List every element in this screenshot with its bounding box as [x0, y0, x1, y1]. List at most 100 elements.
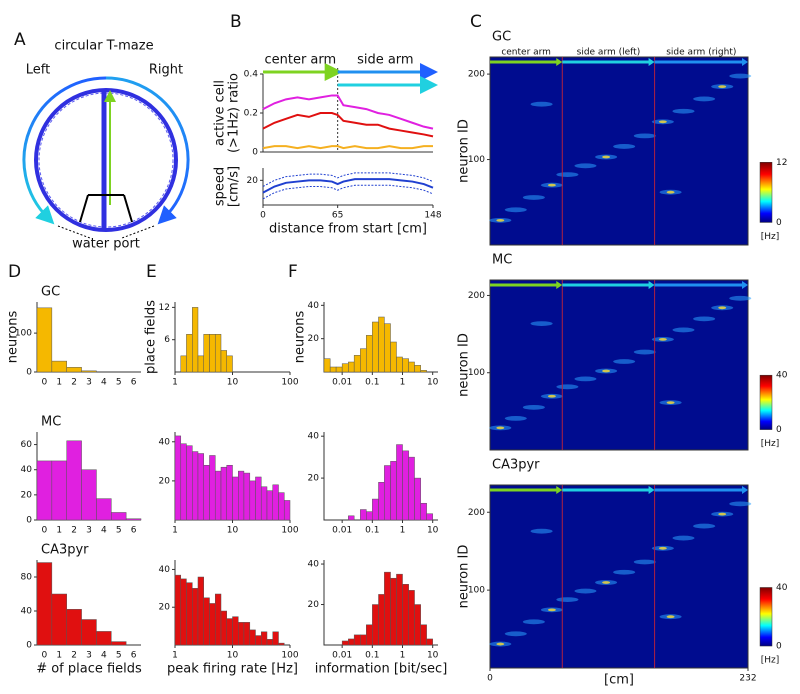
- x-tick-label: 5: [116, 526, 122, 536]
- heatmap-blob: [574, 376, 597, 382]
- x-tick-label: 6: [131, 526, 137, 536]
- port-label: water port: [72, 237, 140, 252]
- x-tick-label: 100: [281, 526, 298, 536]
- y-axis-label: neuron ID: [457, 333, 472, 397]
- histogram-bar: [414, 477, 421, 521]
- x-tick-label: 10: [427, 651, 439, 661]
- histogram-bar: [278, 492, 285, 521]
- heatmap-field: [489, 56, 749, 246]
- heatmap-peak: [658, 120, 667, 124]
- series-line: [262, 112, 434, 138]
- bar: [51, 460, 67, 521]
- histogram-bar: [372, 604, 379, 646]
- right-arc: [105, 76, 190, 225]
- x-tick-label: 232: [739, 674, 756, 684]
- histogram-bar: [378, 482, 385, 521]
- heatmap-peak: [666, 401, 675, 404]
- x-tick-label: 0: [42, 526, 48, 536]
- histogram-bar: [209, 334, 216, 373]
- chart-title: GC: [41, 285, 60, 300]
- y-tick-label: 100: [468, 368, 485, 378]
- heatmap-blob: [729, 501, 752, 507]
- heatmap-peak: [666, 190, 675, 194]
- y-tick-label: 40: [308, 301, 320, 311]
- heatmap-blob: [693, 316, 716, 322]
- histogram-bar: [396, 444, 403, 521]
- histogram-bar: [426, 638, 433, 646]
- y-tick-label: 200: [468, 508, 485, 518]
- heatmap-blob: [633, 559, 656, 565]
- panel-letter: F: [288, 262, 298, 282]
- x-axis-label: peak firing rate [Hz]: [167, 662, 298, 677]
- x-tick-label: 100: [281, 378, 298, 388]
- y-tick-label: 80: [21, 573, 33, 583]
- panel-letter: E: [146, 262, 157, 282]
- heatmap-blob: [522, 195, 545, 200]
- x-tick-label: 6: [131, 651, 137, 661]
- bar: [66, 440, 82, 521]
- x-tick-label: 0: [42, 378, 48, 388]
- histogram-bar: [243, 472, 251, 521]
- histogram-bar: [238, 622, 245, 646]
- colorbar: [759, 374, 773, 430]
- histogram-bar: [384, 465, 391, 521]
- histogram-bar: [203, 334, 210, 373]
- colorbar-tick-label: 12: [776, 158, 787, 168]
- heatmap-blob: [613, 359, 636, 364]
- chart-title: CA3pyr: [41, 543, 89, 558]
- y-tick-label: 20: [308, 600, 320, 610]
- heatmap-field: [489, 484, 749, 669]
- x-tick-label: 65: [332, 211, 343, 221]
- y-tick-label: 0: [252, 148, 258, 158]
- histogram-bar: [414, 365, 421, 373]
- y-tick-label: 20: [159, 476, 171, 486]
- x-tick-label: 3: [86, 378, 92, 388]
- histogram-bar: [420, 370, 427, 373]
- y-tick-label: 6: [164, 335, 170, 345]
- y-axis-label: speed: [213, 167, 228, 206]
- histogram-bar: [226, 355, 233, 373]
- x-tick-label: 0.1: [365, 651, 379, 661]
- histogram-bar: [249, 480, 256, 521]
- x-tick-label: 10: [227, 651, 239, 661]
- y-tick-label: 40: [159, 437, 171, 447]
- heatmap-blob: [522, 619, 545, 625]
- y-tick-label: 12: [159, 303, 170, 313]
- bar: [66, 609, 82, 646]
- bar: [111, 641, 127, 646]
- x-tick-label: 0: [487, 674, 493, 684]
- colorbar-tick-label: 40: [776, 583, 788, 593]
- heatmap-blob: [613, 144, 636, 149]
- y-tick-label: 100: [15, 329, 32, 339]
- histogram-bar: [390, 577, 397, 646]
- bar: [66, 367, 82, 373]
- heatmap-peak: [718, 85, 727, 88]
- y-tick-label: 0.2: [244, 109, 258, 119]
- heatmap-blob: [672, 108, 695, 114]
- histogram-bar: [180, 355, 187, 373]
- x-tick-label: 100: [281, 651, 298, 661]
- x-tick-label: 1: [56, 526, 62, 536]
- y-tick-label: 100: [468, 155, 485, 165]
- heatmap-peak: [718, 512, 727, 516]
- histogram-bar: [378, 316, 385, 373]
- x-tick-label: 10: [427, 526, 439, 536]
- x-tick-label: 0.01: [332, 651, 352, 661]
- heatmap-blob: [504, 416, 527, 421]
- histogram-bar: [278, 642, 285, 646]
- x-axis-label: information [bit/sec]: [315, 662, 448, 677]
- histogram-bar: [341, 363, 349, 373]
- histogram-bar: [266, 490, 273, 521]
- chart-title: GC: [492, 30, 511, 45]
- bar: [51, 593, 67, 646]
- x-tick-label: 4: [101, 651, 107, 661]
- histogram-bar: [220, 610, 227, 646]
- colorbar-label: [Hz]: [761, 232, 780, 242]
- histogram-bar: [180, 578, 187, 646]
- histogram-bar: [353, 634, 361, 646]
- axis: [262, 168, 433, 206]
- histogram-bar: [249, 629, 256, 646]
- histogram-bar: [260, 486, 268, 521]
- colorbar-tick-label: 0: [776, 425, 782, 435]
